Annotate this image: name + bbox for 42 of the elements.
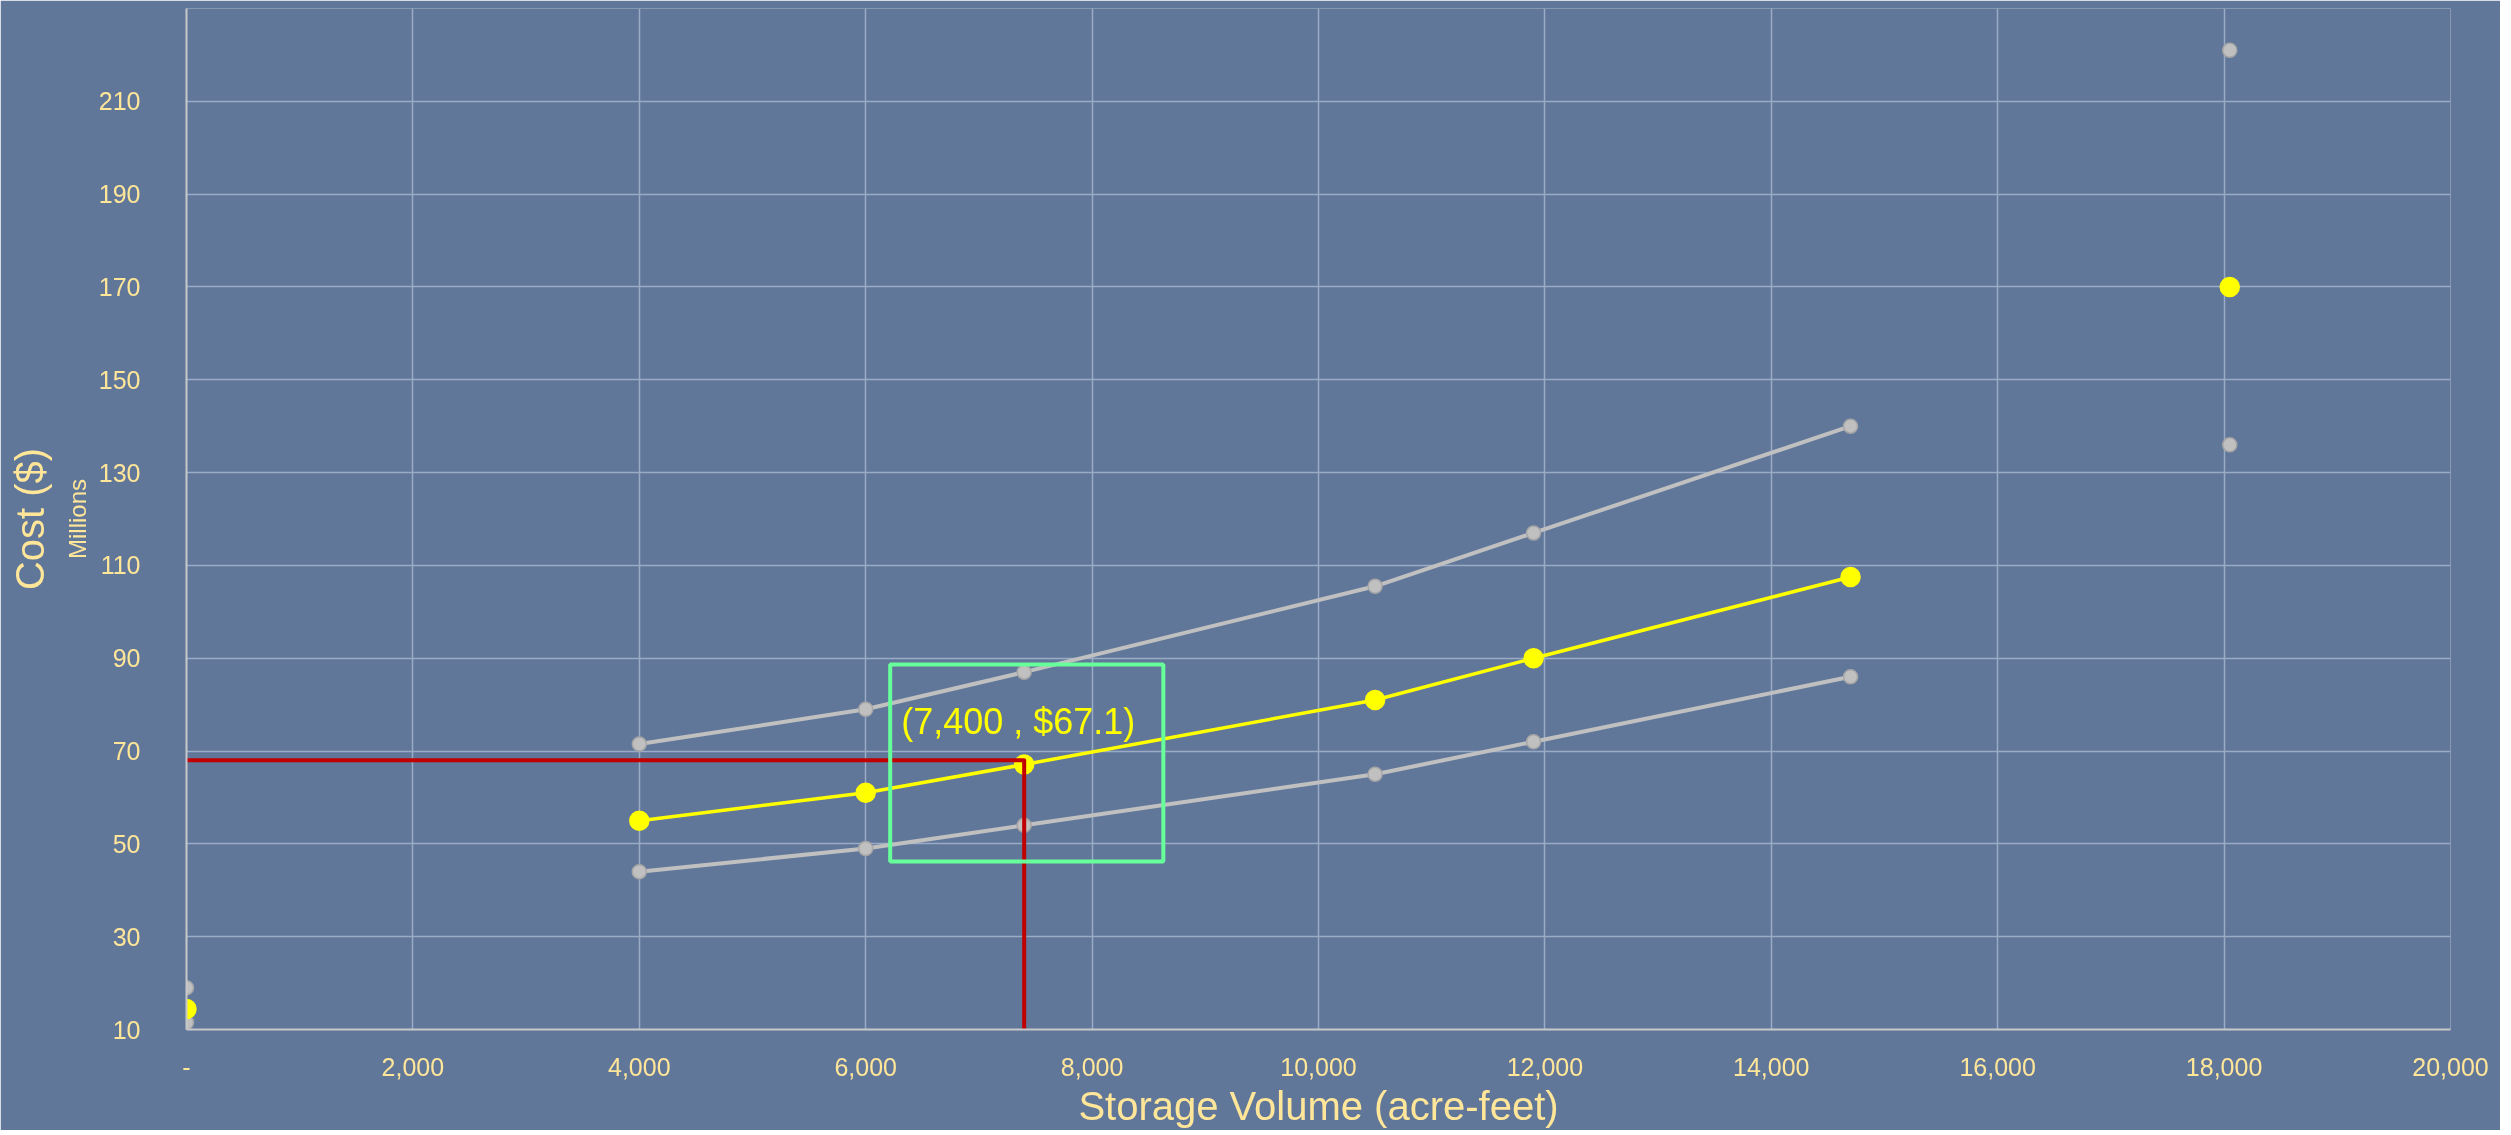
point [1525, 525, 1542, 541]
point [1525, 734, 1542, 750]
y-tick-label: 150 [98, 365, 141, 394]
y-tick-label: 30 [112, 922, 141, 951]
point [631, 736, 648, 752]
x-tick-label: - [182, 1052, 191, 1081]
point [1840, 566, 1861, 588]
y-tick-label: 70 [112, 737, 141, 766]
x-tick-label: 12,000 [1506, 1052, 1584, 1081]
x-tick-label: 14,000 [1733, 1052, 1810, 1081]
point [1367, 578, 1383, 595]
y-tick-label: 50 [112, 829, 141, 858]
y-tick-label: 190 [98, 180, 141, 209]
x-tick-label: 16,000 [1959, 1052, 2036, 1081]
x-tick-label: 2,000 [381, 1052, 445, 1081]
point [1842, 418, 1859, 434]
x-axis-title: Storage Volume (acre-feet) [1078, 1083, 1559, 1128]
point [855, 782, 876, 804]
point [631, 863, 648, 880]
y-tick-label: 130 [98, 458, 141, 487]
x-tick-label: 20,000 [2412, 1052, 2489, 1081]
y-tick-label: 170 [98, 272, 141, 301]
x-tick-label: 6,000 [834, 1052, 897, 1081]
point [1367, 766, 1383, 782]
y-tick-label: 90 [112, 644, 141, 673]
y-axis-title: Cost ($) [7, 447, 52, 591]
point [857, 840, 874, 857]
y-tick-label: 210 [98, 87, 141, 116]
point [1842, 669, 1859, 685]
y-tick-label: 10 [112, 1015, 141, 1044]
x-tick-label: 4,000 [608, 1052, 671, 1081]
text: Millions [63, 478, 91, 560]
x-tick-label: 18,000 [2185, 1052, 2263, 1081]
y-tick-label: 110 [100, 551, 141, 580]
point [1364, 689, 1386, 711]
point [857, 701, 874, 718]
x-tick-label: 8,000 [1060, 1052, 1124, 1081]
annotation: (7,400 , $67.1) [901, 700, 1136, 742]
x-tick-label: 10,000 [1280, 1052, 1357, 1081]
point [2222, 437, 2238, 453]
point [629, 810, 650, 831]
point [1523, 648, 1544, 669]
